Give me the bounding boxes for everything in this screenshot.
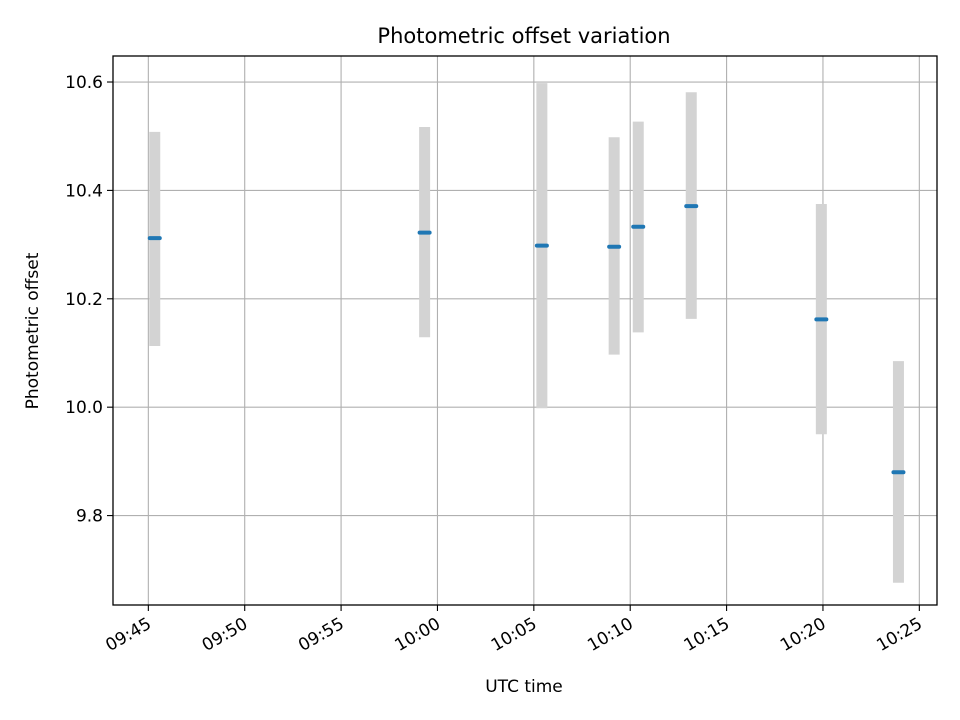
chart-title: Photometric offset variation [377,24,670,48]
y-tick-label: 10.4 [65,181,103,201]
y-axis-title: Photometric offset [23,252,43,409]
y-tick-label: 10.0 [65,398,103,418]
data-markers [147,204,906,475]
grid-lines [113,56,937,605]
plot-frame [112,55,938,606]
y-axis-ticks: 9.8 10.0 10.2 10.4 10.6 [65,73,113,527]
y-tick-label: 9.8 [76,507,103,527]
y-tick-label: 10.6 [65,73,103,93]
y-tick-label: 10.2 [65,290,103,310]
x-axis-title: UTC time [485,677,563,697]
